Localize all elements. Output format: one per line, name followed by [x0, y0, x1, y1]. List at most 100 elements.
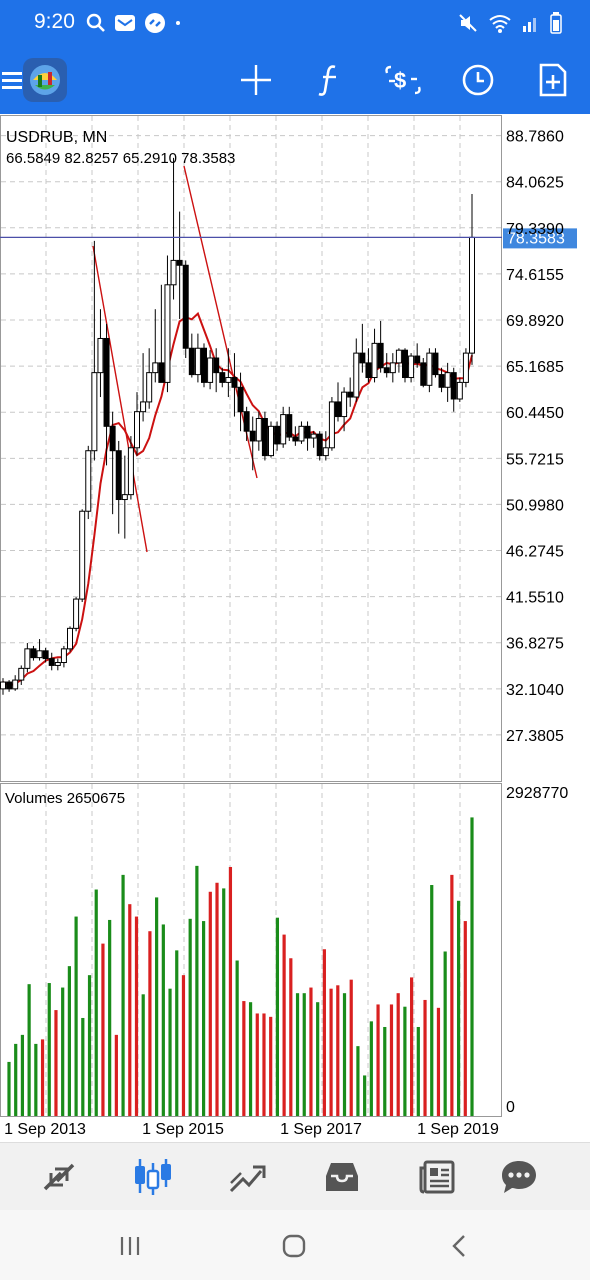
candle: [91, 240, 98, 461]
candle-body: [353, 352, 360, 398]
candle-body: [444, 372, 451, 388]
candle-body: [261, 418, 268, 457]
app-logo-button[interactable]: [23, 58, 67, 102]
home-button[interactable]: [274, 1230, 314, 1262]
signal-icon: [523, 18, 536, 32]
volume-bar: [215, 882, 219, 1116]
candle: [261, 411, 268, 461]
candle-body: [67, 627, 73, 650]
candle-body: [377, 342, 384, 369]
candle-body: [60, 648, 67, 664]
status-bar: 9:20: [0, 0, 590, 46]
candle-body: [335, 401, 341, 418]
nav-quotes[interactable]: [34, 1155, 84, 1199]
candle-body: [127, 447, 134, 496]
volume-bar: [108, 919, 112, 1116]
volume-bar: [155, 897, 159, 1116]
app-logo-icon: [23, 58, 67, 102]
volume-bar: [40, 1039, 45, 1116]
nav-messages[interactable]: [494, 1155, 544, 1199]
candle-body: [383, 367, 390, 374]
volume-bar: [289, 958, 293, 1116]
candle-body: [85, 450, 92, 512]
candle-body: [152, 362, 159, 374]
candle-body: [48, 658, 55, 666]
trade-dollar-icon: $: [385, 65, 421, 95]
indicators-icon: [318, 65, 336, 96]
candle: [201, 343, 207, 388]
candle-body: [414, 355, 421, 364]
price-tick-label: 36.8275: [506, 636, 564, 653]
nav-history[interactable]: [317, 1155, 367, 1199]
candle-body: [304, 425, 311, 439]
chart-canvas[interactable]: 78.3583 88.7860 84.0625 79.3390 74.6155 69.8…: [0, 114, 590, 1142]
volume-bar: [20, 1034, 25, 1116]
candle: [310, 431, 317, 448]
candle: [304, 421, 311, 451]
candle-body: [316, 433, 323, 457]
new-order-button[interactable]: [531, 58, 575, 102]
clock-icon: [462, 64, 494, 96]
back-icon: [452, 1235, 465, 1257]
volume-panel-frame: [0, 783, 502, 1117]
candle-body: [170, 259, 177, 286]
price-tick-label: 50.9980: [506, 497, 564, 514]
volume-tick-label: 0: [506, 1099, 515, 1116]
volume-bar: [456, 900, 461, 1116]
timeframe-button[interactable]: [456, 58, 500, 102]
candle-body: [182, 264, 189, 349]
candle-body: [140, 401, 147, 413]
volume-bar: [430, 885, 434, 1116]
menu-button[interactable]: [0, 58, 34, 102]
candle: [79, 509, 86, 603]
volume-bar: [222, 888, 226, 1116]
price-tick-label: 32.1040: [506, 682, 564, 699]
volume-bar: [128, 904, 132, 1116]
candle: [109, 411, 116, 515]
candle: [140, 353, 147, 422]
chart-area[interactable]: 78.3583 88.7860 84.0625 79.3390 74.6155 69.8…: [0, 114, 590, 1142]
candle: [268, 421, 274, 458]
candle: [225, 348, 232, 398]
news-icon: [419, 1160, 455, 1194]
date-tick-label: 1 Sep 2019: [417, 1121, 499, 1138]
volume-bar: [470, 817, 474, 1116]
volume-bar: [282, 934, 286, 1116]
new-order-icon: [539, 63, 567, 97]
price-tick-label: 60.4450: [506, 405, 564, 422]
recents-button[interactable]: [110, 1230, 150, 1262]
candle: [243, 406, 250, 441]
candle: [328, 397, 335, 451]
candle: [438, 367, 445, 393]
quotes-icon: [43, 1163, 75, 1191]
candle: [24, 642, 31, 673]
nav-news[interactable]: [412, 1155, 462, 1199]
candle-body: [298, 425, 305, 442]
status-time: 9:20: [34, 10, 75, 33]
volume-bar: [175, 950, 179, 1116]
recents-icon: [120, 1237, 140, 1255]
candle-body: [341, 391, 348, 418]
candle: [0, 678, 6, 695]
volume-bar: [410, 977, 414, 1116]
volume-bar: [416, 1026, 420, 1116]
candle: [456, 377, 463, 402]
volume-bar: [396, 993, 400, 1116]
volume-bar: [208, 891, 212, 1116]
status-left-icons: [86, 12, 182, 34]
nav-chart[interactable]: [128, 1155, 178, 1199]
candle: [408, 353, 415, 383]
volume-bar: [87, 975, 92, 1116]
trade-button[interactable]: $: [381, 58, 425, 102]
nav-trade[interactable]: [222, 1155, 272, 1199]
candle: [274, 421, 281, 451]
candle-body: [310, 433, 317, 439]
candle: [188, 333, 195, 378]
candle: [6, 680, 13, 692]
candle: [462, 348, 469, 388]
indicators-button[interactable]: [308, 58, 352, 102]
back-button[interactable]: [440, 1230, 480, 1262]
candle-body: [73, 598, 80, 629]
crosshair-button[interactable]: [234, 58, 278, 102]
bottom-nav: [0, 1142, 590, 1211]
